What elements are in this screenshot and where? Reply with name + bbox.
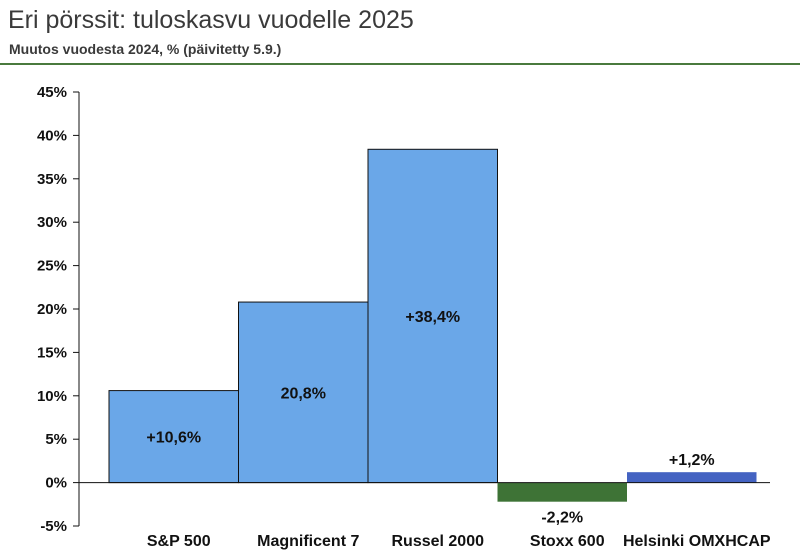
category-label: Magnificent 7: [257, 533, 359, 550]
y-tick-label: -5%: [40, 518, 67, 535]
data-label: 20,8%: [281, 385, 326, 402]
category-label: Russel 2000: [391, 533, 484, 550]
y-tick-label: 15%: [37, 344, 67, 361]
data-label: +38,4%: [405, 309, 460, 326]
bar: [108, 390, 239, 484]
y-axis-ticks: 45% 40% 35% 30% 25% 20% 15% 10% 5% 0% -5%: [37, 84, 79, 535]
category-labels: S&P 500 Magnificent 7 Russel 2000 Stoxx 600…: [147, 533, 771, 550]
data-label: +10,6%: [146, 430, 201, 447]
chart-subtitle: Muutos vuodesta 2024, % (päivitetty 5.9.…: [9, 41, 282, 57]
category-label: Stoxx 600: [530, 533, 605, 550]
title-divider: [0, 63, 800, 65]
y-tick-label: 20%: [37, 301, 67, 318]
category-label: S&P 500: [147, 533, 211, 550]
bar: [627, 472, 757, 483]
y-tick-label: 25%: [37, 258, 67, 275]
bars: [108, 148, 757, 502]
category-label: Helsinki OMXHCAP: [623, 533, 771, 550]
y-tick-label: 45%: [37, 84, 67, 101]
data-label: +1,2%: [669, 452, 715, 469]
bar: [497, 482, 627, 502]
y-tick-label: 35%: [37, 171, 67, 188]
y-tick-label: 40%: [37, 127, 67, 144]
y-tick-label: 0%: [45, 475, 67, 492]
chart-title: Eri pörssit: tuloskasvu vuodelle 2025: [8, 6, 414, 34]
y-tick-label: 30%: [37, 214, 67, 231]
data-label: -2,2%: [541, 510, 583, 527]
data-labels: +10,6% 20,8% +38,4% -2,2% +1,2%: [146, 309, 714, 527]
y-tick-label: 5%: [45, 431, 67, 448]
y-tick-label: 10%: [37, 388, 67, 405]
bar: [367, 148, 498, 484]
